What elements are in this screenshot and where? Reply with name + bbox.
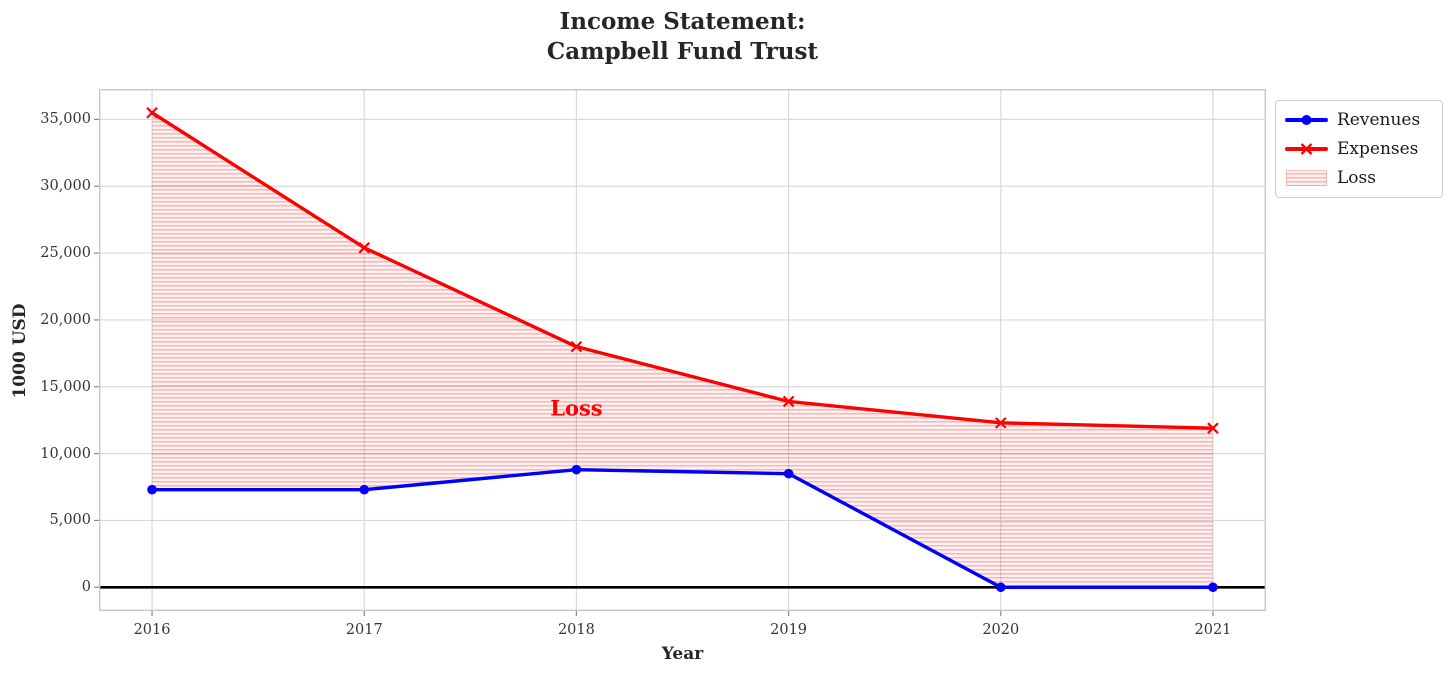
legend: Revenues Expenses Loss [1275, 100, 1443, 198]
y-tick-label: 30,000 [40, 178, 91, 195]
x-tick-label: 2016 [133, 622, 171, 638]
revenues-marker [147, 484, 157, 495]
revenues-marker [571, 464, 582, 475]
revenues-marker [783, 468, 794, 479]
expenses-marker [358, 241, 371, 254]
legend-label: Revenues [1337, 110, 1421, 130]
revenues-marker [359, 484, 370, 495]
expenses-marker [570, 340, 583, 353]
x-tick-label: 2019 [770, 622, 808, 638]
expenses-legend-sample-icon [1285, 143, 1328, 155]
expenses-marker [782, 395, 795, 408]
plot-area: Loss [94, 88, 1266, 616]
expenses-marker [994, 417, 1007, 429]
expenses-line [150, 111, 1215, 430]
expenses-marker [1207, 422, 1219, 434]
x-tick-label: 2021 [1194, 622, 1232, 638]
y-tick-label: 35,000 [40, 111, 91, 128]
chart-title: Income Statement: Campbell Fund Trust [546, 8, 819, 65]
y-tick-label: 15,000 [40, 378, 91, 395]
y-tick-label: 25,000 [40, 245, 91, 262]
loss-legend-sample-icon [1286, 170, 1327, 186]
x-axis-label: Year [661, 644, 704, 664]
legend-label: Expenses [1337, 139, 1419, 159]
legend-item-revenues: Revenues [1285, 108, 1433, 132]
chart-canvas [94, 88, 1266, 616]
legend-item-loss: Loss [1285, 166, 1433, 190]
y-tick-label: 10,000 [40, 445, 91, 462]
legend-item-expenses: Expenses [1285, 137, 1433, 161]
revenues-marker [995, 582, 1006, 593]
revenues-marker [1208, 582, 1218, 593]
expenses-marker [146, 106, 158, 119]
y-tick-label: 5,000 [49, 512, 91, 529]
legend-label: Loss [1337, 168, 1376, 188]
loss-annotation: Loss [550, 395, 603, 421]
y-tick-label: 0 [81, 579, 91, 596]
x-tick-label: 2018 [557, 622, 595, 638]
loss-fill-region [152, 112, 1213, 588]
revenues-line [150, 467, 1215, 589]
y-tick-label: 20,000 [40, 311, 91, 328]
x-tick-label: 2020 [982, 622, 1020, 638]
axes-border [98, 88, 1266, 611]
x-tick-label: 2017 [345, 622, 383, 638]
revenues-legend-sample-icon [1285, 115, 1328, 125]
